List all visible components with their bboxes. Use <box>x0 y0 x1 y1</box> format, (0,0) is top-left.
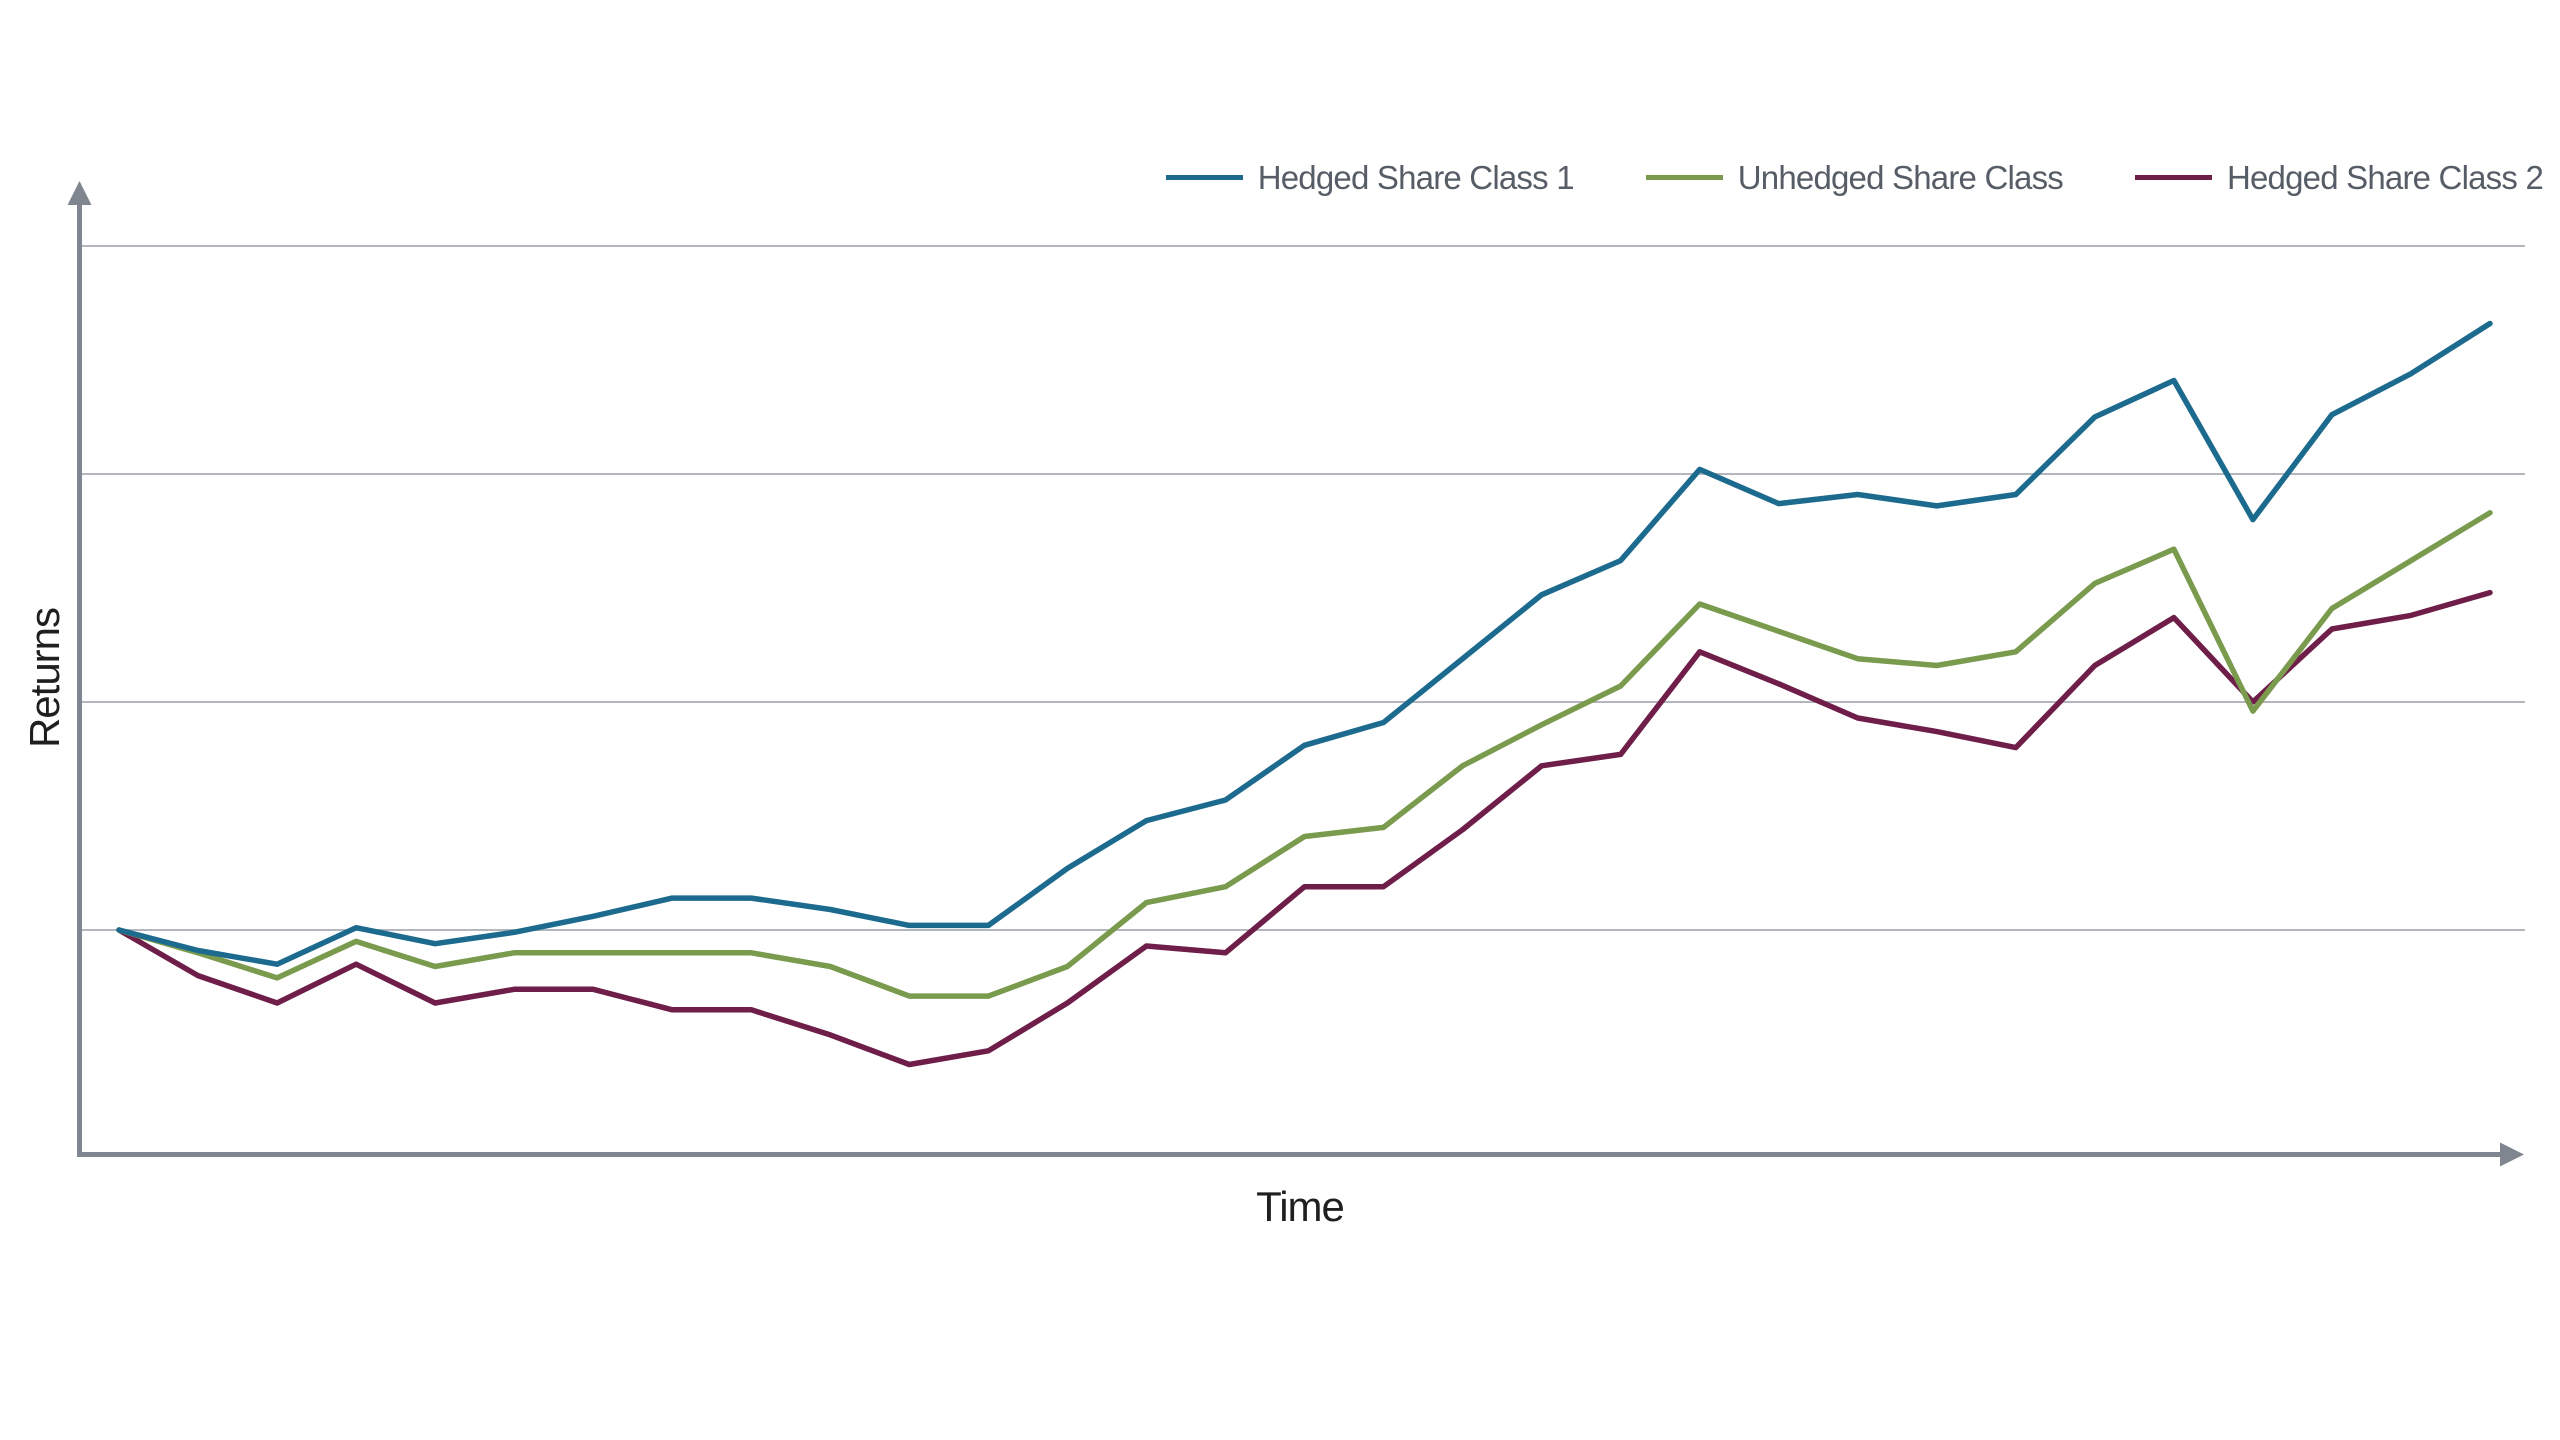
x-axis-arrow-icon <box>2500 1142 2524 1167</box>
legend-item-unhedged-share-class: Unhedged Share Class <box>1645 156 2064 198</box>
legend-item-hedged-share-class-2: Hedged Share Class 2 <box>2134 156 2544 198</box>
y-axis-title: Returns <box>21 607 68 749</box>
legend-swatch-green <box>1645 174 1723 180</box>
x-axis-title: Time <box>1256 1183 1345 1230</box>
axes <box>67 181 2524 1167</box>
series-line-1 <box>116 510 2493 999</box>
legend-item-hedged-share-class-1: Hedged Share Class 1 <box>1165 156 1575 198</box>
legend-label: Hedged Share Class 1 <box>1257 158 1575 196</box>
series-line-2 <box>116 589 2493 1068</box>
y-axis-arrow-icon <box>67 181 92 205</box>
legend-swatch-blue <box>1165 174 1243 180</box>
legend-swatch-maroon <box>2134 174 2212 180</box>
series-line-0 <box>116 320 2493 967</box>
gridlines <box>82 245 2525 931</box>
y-axis-line <box>77 203 82 1157</box>
legend-label: Hedged Share Class 2 <box>2226 158 2544 196</box>
x-axis-line <box>77 1152 2502 1157</box>
legend-label: Unhedged Share Class <box>1737 158 2064 196</box>
legend: Hedged Share Class 1 Unhedged Share Clas… <box>1165 156 2544 198</box>
series-lines <box>116 320 2493 1068</box>
